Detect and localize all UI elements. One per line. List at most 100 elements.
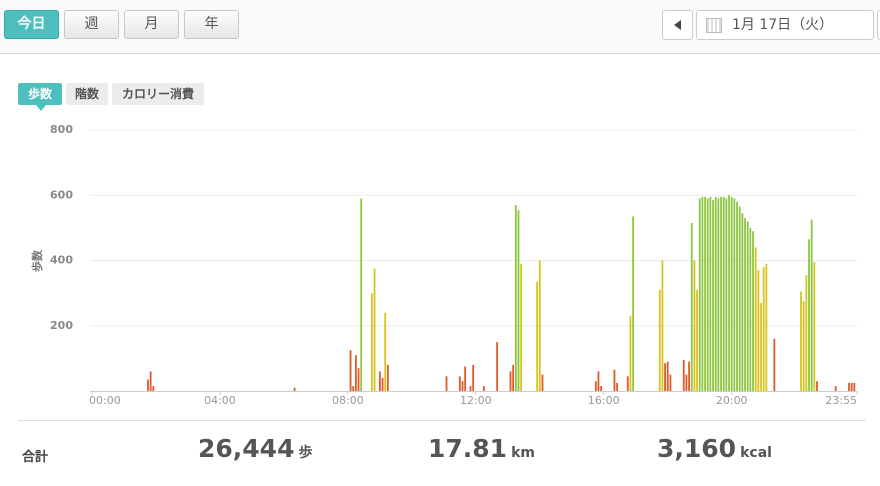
bar — [464, 366, 467, 391]
x-tick-label: 16:00 — [588, 394, 620, 407]
bar — [520, 263, 523, 391]
bar — [626, 376, 629, 391]
bar — [152, 386, 155, 391]
summary-value: 3,160 — [657, 434, 737, 463]
bar — [517, 209, 520, 391]
bar — [147, 379, 149, 391]
bar — [482, 386, 485, 391]
separator — [18, 420, 866, 421]
y-tick-label: 400 — [50, 254, 73, 267]
bar — [349, 350, 352, 391]
summary-calories: 3,160 kcal — [657, 434, 772, 463]
date-field[interactable]: 1月 17日（火） — [696, 10, 874, 40]
tab-today[interactable]: 今日 — [4, 10, 59, 39]
metric-tab-steps[interactable]: 歩数 — [18, 83, 62, 111]
bar — [378, 371, 381, 391]
bar — [461, 381, 464, 391]
bar — [496, 342, 499, 391]
bar — [512, 364, 515, 391]
bar — [616, 382, 619, 391]
bar — [682, 360, 685, 391]
tab-month[interactable]: 月 — [124, 10, 179, 39]
chart: 歩数 200 400 600 800 00:00 04:00 08:00 12:00 16:00… — [30, 123, 858, 407]
summary-distance: 17.81 km — [428, 434, 535, 463]
bar — [760, 302, 762, 391]
tab-week[interactable]: 週 — [64, 10, 119, 39]
bar — [149, 371, 152, 391]
summary-label: 合計 — [22, 450, 49, 465]
bar — [658, 289, 661, 391]
bar — [669, 374, 672, 391]
toolbar: 今日 週 月 年 1月 17日（火） — [0, 0, 880, 54]
bar — [765, 263, 768, 391]
bar — [594, 381, 597, 391]
prev-day-button[interactable] — [662, 10, 693, 40]
bar — [698, 198, 701, 391]
metric-tab-calories[interactable]: カロリー消費 — [112, 83, 204, 105]
tab-year[interactable]: 年 — [184, 10, 239, 39]
bar — [733, 198, 736, 391]
bar — [714, 196, 717, 391]
date-text: 1月 17日（火） — [732, 17, 834, 33]
bar — [541, 374, 544, 391]
bar — [386, 364, 389, 391]
bar — [354, 355, 357, 391]
y-tick-label: 200 — [50, 319, 73, 332]
bar — [685, 374, 688, 391]
bar — [688, 361, 690, 391]
bar — [749, 227, 752, 391]
bar — [632, 216, 634, 391]
bar — [800, 291, 802, 391]
bar — [693, 260, 696, 391]
bar — [850, 382, 853, 391]
calendar-icon — [706, 18, 722, 33]
bar — [701, 196, 704, 391]
bar — [696, 289, 698, 391]
y-tick-label: 600 — [50, 188, 73, 201]
bar — [666, 361, 669, 391]
bar — [712, 200, 714, 391]
bar — [458, 376, 461, 391]
bar — [661, 260, 664, 391]
bar — [293, 387, 296, 391]
bar — [757, 270, 760, 391]
bar — [373, 268, 376, 391]
bar — [704, 196, 706, 391]
bar — [472, 364, 475, 391]
next-day-button[interactable] — [877, 10, 880, 40]
bar — [810, 219, 813, 391]
metric-tab-floors[interactable]: 階数 — [66, 83, 108, 105]
bar — [709, 196, 712, 391]
bar — [597, 371, 600, 391]
bar — [538, 260, 541, 391]
bar — [816, 381, 818, 391]
bar — [600, 386, 603, 391]
bar — [762, 267, 765, 391]
bar — [728, 195, 730, 391]
bar — [445, 376, 448, 391]
bar — [834, 386, 837, 391]
x-tick-label: 08:00 — [332, 394, 364, 407]
bar — [381, 377, 384, 391]
summary-unit: kcal — [740, 445, 772, 461]
summary-value: 17.81 — [428, 434, 508, 463]
x-tick-label: 20:00 — [716, 394, 748, 407]
x-tick-label: 04:00 — [204, 394, 236, 407]
bar — [741, 213, 744, 391]
bar — [613, 369, 616, 391]
x-tick-label: 12:00 — [460, 394, 492, 407]
bar — [469, 386, 472, 391]
bar — [752, 231, 754, 391]
bar — [706, 198, 709, 391]
bar — [720, 196, 722, 391]
bar — [754, 247, 757, 391]
y-tick-label: 800 — [50, 123, 73, 136]
summary-unit: km — [511, 445, 535, 461]
bar — [629, 315, 632, 391]
summary-unit: 歩 — [298, 445, 313, 461]
bar — [736, 201, 738, 391]
x-tick-label: 23:55 — [825, 394, 857, 407]
bar — [848, 382, 850, 391]
bar — [352, 386, 355, 391]
